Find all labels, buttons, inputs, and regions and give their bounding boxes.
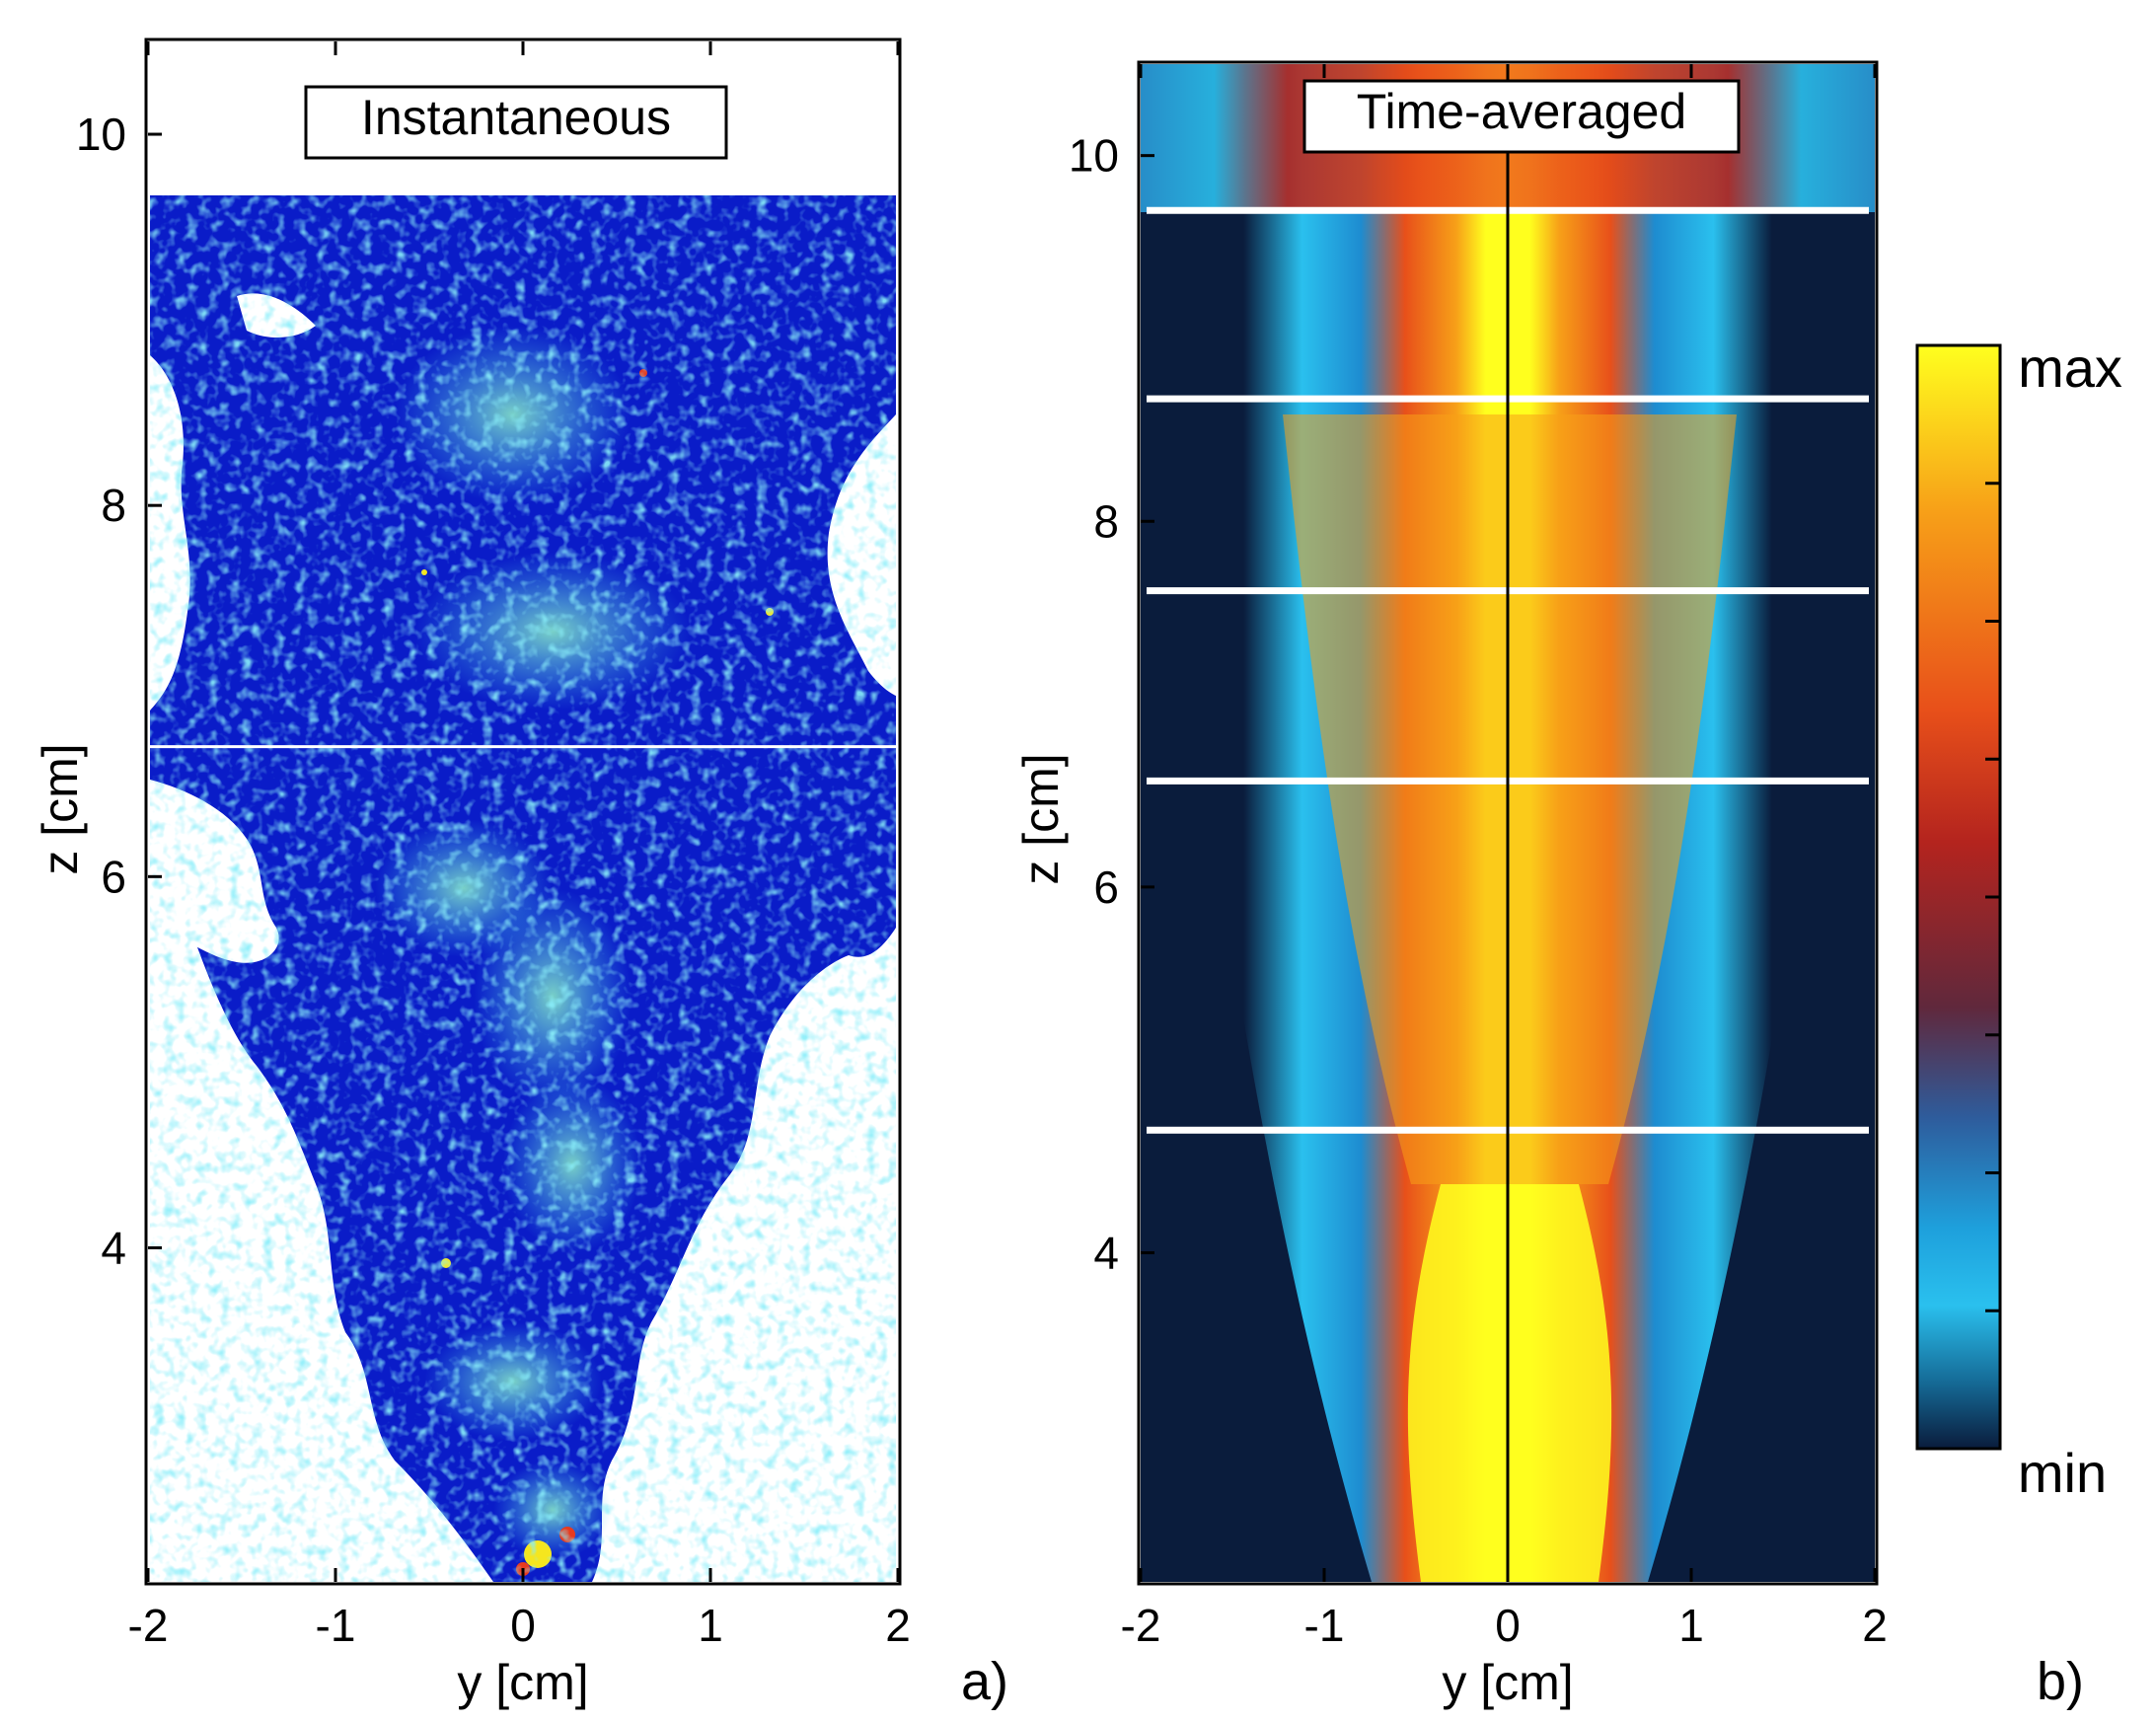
y-axis-label: z [cm] (33, 743, 88, 874)
title-box (1302, 79, 1741, 154)
x-tick-label: -2 (1121, 1600, 1161, 1651)
x-tick-label: -1 (316, 1600, 356, 1651)
x-tick-label: 1 (1678, 1600, 1704, 1651)
instantaneous-field (150, 195, 896, 1582)
colorbar-min-label: min (2018, 1442, 2107, 1504)
colorbar-gradient (1915, 343, 2002, 1451)
colorbar: max min (1915, 337, 2122, 1504)
panel-instantaneous: -2 -1 0 1 2 4 6 8 10 Instantaneous y [cm] z [cm]… (33, 37, 1008, 1711)
axis-ticks: -2 -1 0 1 2 4 6 8 10 (1069, 64, 1888, 1651)
y-tick-label: 10 (1069, 130, 1119, 182)
y-axis-label: z [cm] (1013, 753, 1069, 884)
jet-core (1407, 1184, 1612, 1582)
chart-title: Time-averaged (1357, 84, 1686, 139)
x-tick-label: 1 (698, 1600, 723, 1651)
x-tick-label: 2 (1862, 1600, 1888, 1651)
x-axis-label: y [cm] (1442, 1655, 1573, 1710)
colorbar-ticks (1985, 482, 2000, 1312)
speckle-texture (150, 195, 896, 1582)
x-tick-label: 0 (510, 1600, 536, 1651)
plot-frame (1137, 60, 1879, 1586)
panel-time-averaged: -2 -1 0 1 2 4 6 8 10 Time-averaged y [cm] z [cm]… (1013, 60, 2122, 1711)
y-tick-label: 6 (1093, 862, 1119, 913)
y-tick-label: 4 (1093, 1227, 1119, 1278)
y-tick-label: 8 (101, 480, 126, 531)
panel-label: a) (961, 1652, 1008, 1711)
y-tick-label: 4 (101, 1222, 126, 1273)
x-tick-label: 2 (885, 1600, 911, 1651)
time-averaged-field (1141, 64, 1875, 1582)
x-tick-label: -1 (1304, 1600, 1345, 1651)
plot-frame (144, 37, 902, 1586)
x-tick-label: -2 (128, 1600, 169, 1651)
x-tick-label: 0 (1495, 1600, 1521, 1651)
x-axis-label: y [cm] (457, 1655, 588, 1710)
chart-title: Instantaneous (361, 90, 671, 145)
y-tick-label: 10 (76, 109, 126, 160)
y-tick-label: 8 (1093, 495, 1119, 547)
colorbar-max-label: max (2018, 337, 2122, 399)
y-tick-label: 6 (101, 851, 126, 902)
jet-mid (1283, 414, 1737, 1184)
title-box (304, 85, 728, 160)
axis-ticks: -2 -1 0 1 2 4 6 8 10 (76, 41, 911, 1651)
panel-label: b) (2037, 1652, 2084, 1711)
